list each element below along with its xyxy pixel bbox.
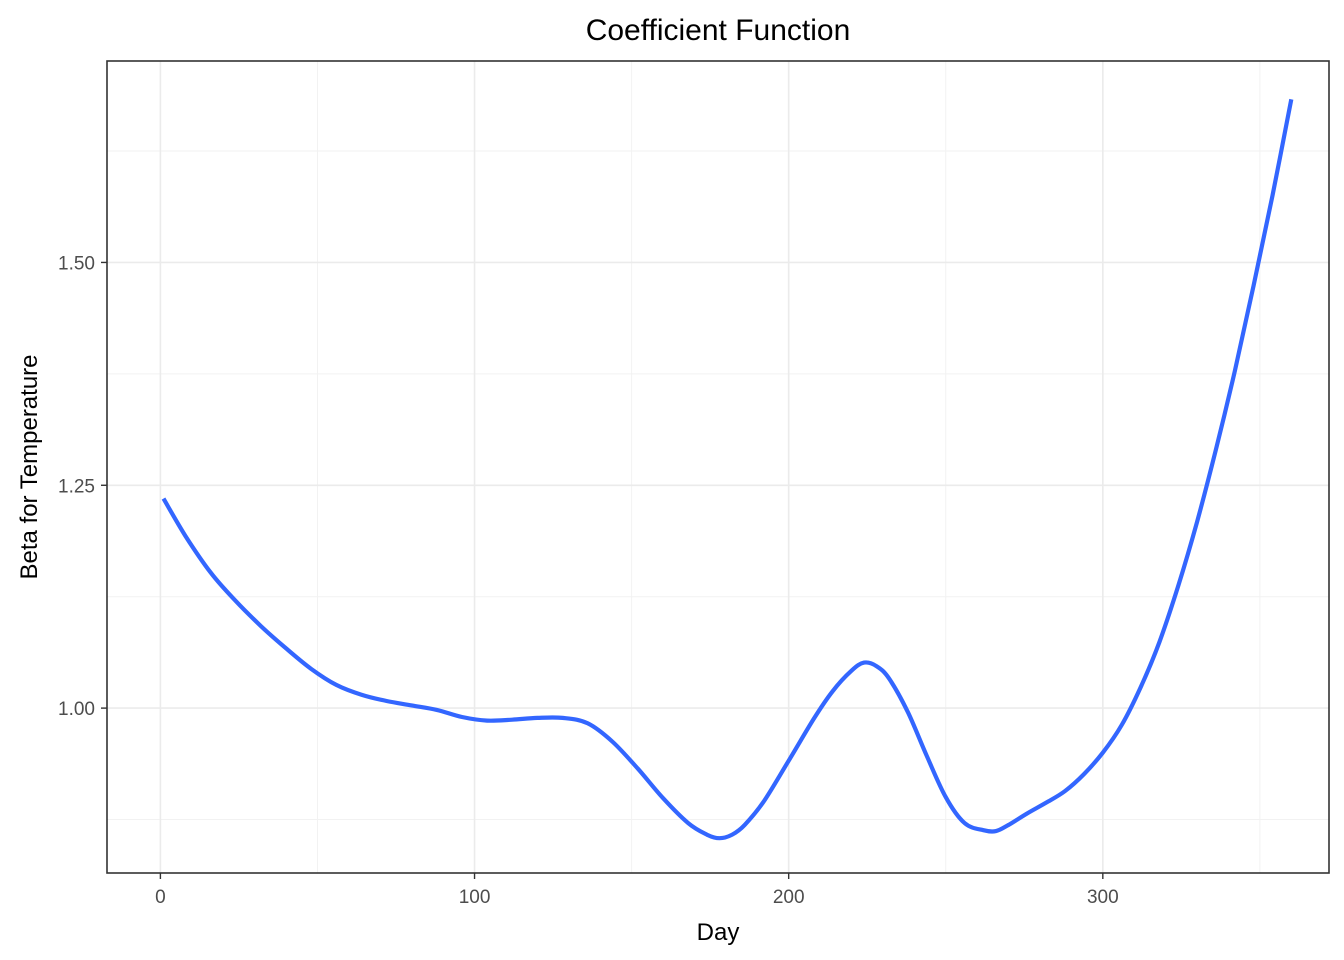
y-tick-label: 1.00 <box>58 699 95 720</box>
y-tick-label: 1.25 <box>58 476 95 497</box>
y-axis-label: Beta for Temperature <box>16 354 43 579</box>
x-tick-label: 100 <box>459 887 491 908</box>
x-tick-label: 300 <box>1087 887 1119 908</box>
y-tick-label: 1.50 <box>58 253 95 274</box>
minor-gridlines <box>107 61 1329 873</box>
x-tick-label: 0 <box>155 887 166 908</box>
x-tick-label: 200 <box>773 887 805 908</box>
panel-border <box>106 60 1330 874</box>
axis-tick-labels: 0 100 200 300 1.00 1.25 1.50 <box>58 253 1119 908</box>
chart-title: Coefficient Function <box>586 14 851 47</box>
series-line <box>161 98 1294 841</box>
x-axis-label: Day <box>697 919 740 946</box>
major-gridlines <box>107 61 1329 873</box>
axis-ticks <box>101 261 1104 879</box>
